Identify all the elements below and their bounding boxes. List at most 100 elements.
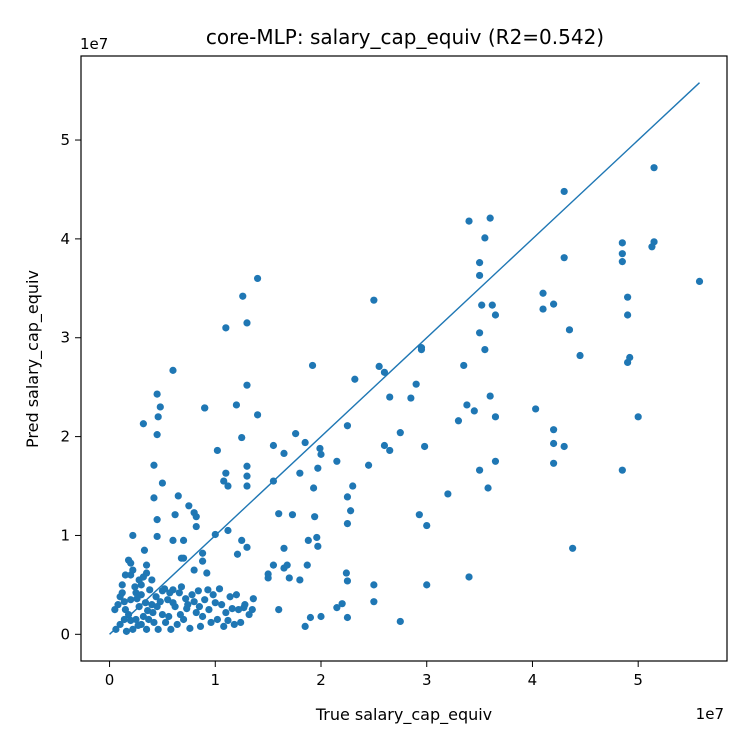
- scatter-point: [313, 533, 321, 542]
- scatter-point: [230, 620, 238, 629]
- scatter-point: [243, 381, 251, 389]
- scatter-point: [196, 622, 205, 631]
- identity-line: [109, 82, 700, 635]
- y-tick-label: 4: [60, 230, 70, 248]
- y-tick-label: 3: [60, 329, 70, 347]
- scatter-point: [112, 625, 120, 633]
- scatter-point: [343, 613, 352, 622]
- scatter-point: [491, 457, 500, 465]
- scatter-point: [304, 536, 312, 544]
- scatter-point: [301, 438, 309, 447]
- scatter-point: [213, 446, 221, 455]
- scatter-point: [314, 464, 322, 472]
- scatter-point: [475, 466, 484, 474]
- scatter-point: [375, 362, 383, 371]
- scatter-point: [116, 620, 124, 629]
- scatter-point: [190, 598, 198, 606]
- scatter-point: [142, 625, 151, 633]
- scatter-point: [470, 407, 478, 415]
- scatter-point: [364, 461, 373, 469]
- scatter-point: [296, 576, 304, 584]
- scatter-point: [560, 187, 568, 196]
- scatter-point: [228, 605, 236, 613]
- y-offset-label: 1e7: [80, 35, 108, 53]
- scatter-point: [146, 586, 154, 594]
- scatter-point: [253, 411, 262, 419]
- scatter-point: [650, 164, 658, 172]
- x-tick-label: 1: [211, 671, 221, 689]
- scatter-point: [407, 394, 415, 402]
- scatter-point: [370, 598, 378, 606]
- scatter-point: [145, 615, 153, 624]
- scatter-point: [205, 605, 213, 614]
- scatter-point: [209, 591, 217, 599]
- scatter-point: [131, 583, 139, 591]
- scatter-point: [211, 530, 219, 539]
- scatter-point: [177, 554, 186, 562]
- x-tick-label: 4: [528, 671, 538, 689]
- scatter-point: [386, 393, 394, 401]
- scatter-point: [207, 618, 215, 627]
- scatter-point: [484, 484, 492, 492]
- scatter-point: [347, 507, 355, 515]
- x-tick-label: 0: [105, 671, 115, 689]
- scatter-point: [161, 618, 170, 627]
- scatter-point: [121, 571, 130, 579]
- scatter-point: [165, 612, 173, 621]
- scatter-point: [134, 621, 142, 630]
- scatter-point: [560, 442, 568, 451]
- scatter-point: [306, 613, 315, 622]
- scatter-point: [153, 431, 161, 439]
- scatter-point: [311, 513, 319, 521]
- x-offset-label: 1e7: [696, 705, 724, 723]
- scatter-point: [576, 351, 584, 360]
- scatter-point: [222, 324, 230, 332]
- scatter-point: [351, 375, 359, 383]
- scatter-point: [153, 516, 161, 524]
- scatter-point: [423, 521, 431, 530]
- scatter-point: [342, 569, 350, 577]
- scatter-point: [137, 581, 145, 589]
- scatter-point: [308, 361, 317, 370]
- scatter-point: [224, 482, 232, 490]
- scatter-point: [129, 566, 137, 574]
- scatter-point: [158, 610, 167, 619]
- y-tick-label: 2: [60, 428, 70, 446]
- scatter-point: [111, 605, 119, 614]
- scatter-point: [310, 484, 318, 492]
- scatter-point: [421, 442, 429, 451]
- scatter-point: [481, 234, 489, 242]
- scatter-point: [491, 413, 500, 421]
- scatter-point: [169, 599, 177, 607]
- scatter-point: [624, 293, 632, 301]
- scatter-point: [127, 616, 135, 625]
- scatter-point: [148, 576, 156, 584]
- scatter-point: [192, 513, 200, 521]
- scatter-point: [288, 511, 297, 519]
- scatter-point: [220, 622, 228, 631]
- scatter-point: [222, 608, 230, 617]
- scatter-point: [285, 574, 293, 582]
- scatter-point: [238, 536, 246, 544]
- chart-title: core-MLP: salary_cap_equiv (R2=0.542): [206, 25, 604, 49]
- scatter-point: [149, 608, 157, 617]
- scatter-point: [565, 326, 574, 334]
- scatter-point: [386, 446, 394, 455]
- scatter-point: [150, 618, 158, 627]
- scatter-point: [243, 319, 251, 327]
- scatter-point: [139, 420, 147, 428]
- scatter-point: [465, 573, 473, 581]
- scatter-point: [133, 595, 141, 603]
- scatter-point: [153, 390, 161, 398]
- scatter-point: [132, 589, 140, 597]
- scatter-point: [203, 569, 211, 577]
- scatter-point: [695, 277, 704, 285]
- scatter-point: [243, 482, 251, 490]
- scatter-point: [120, 598, 128, 606]
- scatter-point: [124, 610, 133, 619]
- scatter-point: [412, 380, 420, 388]
- scatter-point: [215, 585, 224, 593]
- scatter-point: [370, 296, 378, 304]
- scatter-point: [475, 259, 484, 267]
